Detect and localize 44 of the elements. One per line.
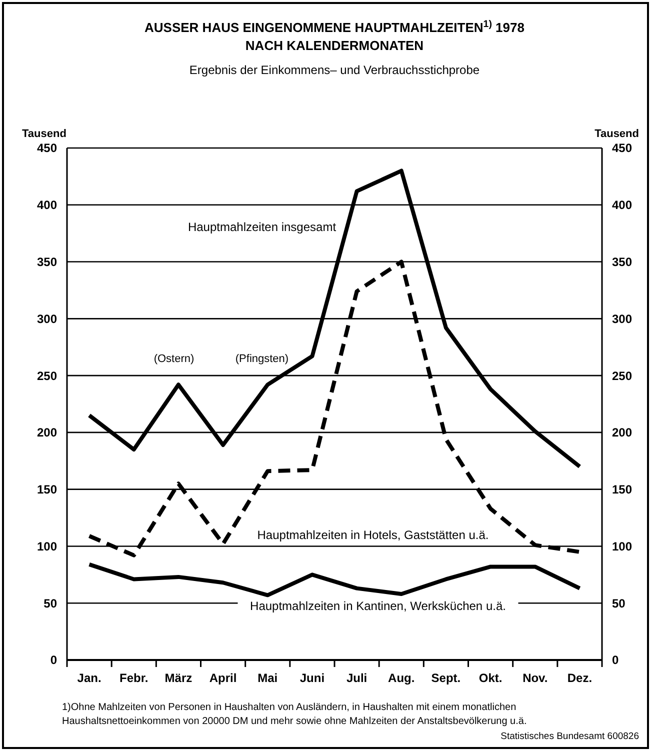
y-tick-label: 0	[50, 653, 58, 668]
x-tick-label: März	[164, 671, 192, 685]
x-tick-label: Mai	[258, 671, 278, 685]
text: Statistisches Bundesamt 600826	[500, 731, 639, 742]
y2-tick-label: 250	[612, 368, 632, 383]
y-tick-label: 250	[36, 368, 58, 383]
x-tick-label: Juni	[300, 671, 325, 685]
y2-tick-label: 200	[612, 426, 632, 440]
y-axis-title: Tausend	[22, 128, 66, 140]
y2-tick-label: 50	[612, 596, 626, 610]
series-label: Hauptmahlzeiten in Hotels, Gaststätten u.ä.	[257, 528, 489, 542]
y-tick-label: 150	[36, 482, 58, 497]
y2-tick-label: 150	[612, 482, 632, 497]
x-tick-label: Sept.	[431, 671, 461, 685]
y2-tick-label: 300	[612, 312, 632, 326]
y2-tick-label: 0	[612, 653, 619, 668]
y-tick-label: 400	[36, 198, 58, 212]
y-tick-label: 300	[36, 312, 58, 326]
chart-title: AUSSER HAUS EINGENOMMENE HAUPTMAHLZEITEN$^{1)}$ 1978 NACH KALENDERMONATEN	[144, 18, 524, 53]
annotation: (Pfingsten)	[235, 353, 289, 366]
y-tick-label: 200	[36, 426, 58, 440]
series-label: Hauptmahlzeiten in Kantinen, Werksküchen u.ä.	[250, 599, 506, 613]
series-label: Hauptmahlzeiten insgesamt	[188, 220, 337, 234]
annotation: (Ostern)	[154, 353, 194, 366]
y2-tick-label: 450	[612, 141, 632, 156]
x-tick-label: Dez.	[567, 671, 592, 685]
y-tick-label: 50	[44, 596, 58, 610]
y-tick-label: 450	[36, 141, 58, 156]
y-tick-label: 100	[36, 539, 58, 554]
x-tick-label: Juli	[346, 671, 368, 685]
x-tick-label: Jan.	[77, 671, 102, 685]
x-tick-label: Febr.	[120, 671, 148, 685]
x-tick-label: April	[209, 671, 237, 685]
text: 1)Ohne Mahlzeiten von Personen in Haushalten von Ausländern, in Haushalten mit einem monatlichen Haushaltsnettoeinkommen von 20000 DM und mehr sowie ohne Mahlzeiten der Anstaltsbevölkerung u.ä.	[62, 702, 527, 727]
y2-tick-label: 350	[612, 254, 632, 269]
chart-subtitle: Ergebnis der Einkommens– und Verbrauchsstichprobe	[189, 63, 480, 77]
x-tick-label: Aug.	[388, 671, 415, 685]
y2-tick-label: 400	[612, 198, 632, 212]
y-tick-label: 350	[36, 254, 58, 269]
x-tick-label: Nov.	[522, 671, 548, 685]
y2-tick-label: 100	[612, 539, 632, 554]
line-series	[87, 562, 582, 598]
x-tick-label: Okt.	[478, 671, 502, 685]
y2-axis-title: Tausend	[594, 128, 639, 140]
